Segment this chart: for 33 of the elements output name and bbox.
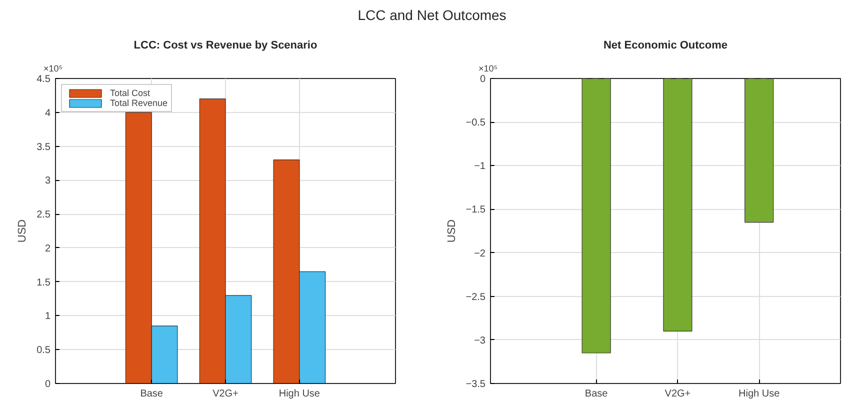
y-tick-label: −3 xyxy=(474,335,486,346)
y-tick-label: −3.5 xyxy=(466,379,486,390)
y-tick-label: −2.5 xyxy=(466,292,486,303)
y-axis-title: USD xyxy=(16,219,29,243)
y-tick-label: −1.5 xyxy=(466,204,486,216)
x-tick-label: Base xyxy=(140,388,164,400)
y-tick-label: 3 xyxy=(44,176,51,187)
text: ×10⁵ xyxy=(478,64,498,74)
chart-title: LCC: Cost vs Revenue by Scenario xyxy=(134,40,318,52)
y-tick-label: 0 xyxy=(44,379,51,390)
x-tick-label: V2G+ xyxy=(664,388,691,400)
y-tick-label: 2 xyxy=(44,243,51,254)
y-tick-label: 2.5 xyxy=(36,210,51,221)
chart-title: Net Economic Outcome xyxy=(603,40,728,52)
x-tick-label: V2G+ xyxy=(212,388,239,400)
y-tick-label: 4.5 xyxy=(36,74,51,85)
y-axis-title: USD xyxy=(446,219,458,243)
text: ×10⁵ xyxy=(44,64,63,74)
y-tick-label: −1 xyxy=(474,161,486,172)
y-tick-label: 1 xyxy=(44,311,51,322)
x-tick-label: High Use xyxy=(278,388,320,400)
y-tick-label: −2 xyxy=(474,248,486,260)
y-tick-label: 0 xyxy=(480,74,486,85)
y-tick-label: 1.5 xyxy=(36,277,51,288)
legend-label: Total Cost xyxy=(110,88,150,98)
legend-label: Total Revenue xyxy=(110,98,168,108)
text: LCC and Net Outcomes xyxy=(358,6,506,25)
y-tick-label: 0.5 xyxy=(36,345,51,356)
x-tick-label: Base xyxy=(584,388,608,400)
y-tick-label: 4 xyxy=(44,108,51,119)
x-tick-label: High Use xyxy=(738,388,780,400)
y-tick-label: 3.5 xyxy=(36,142,51,153)
y-tick-label: −0.5 xyxy=(466,118,486,129)
